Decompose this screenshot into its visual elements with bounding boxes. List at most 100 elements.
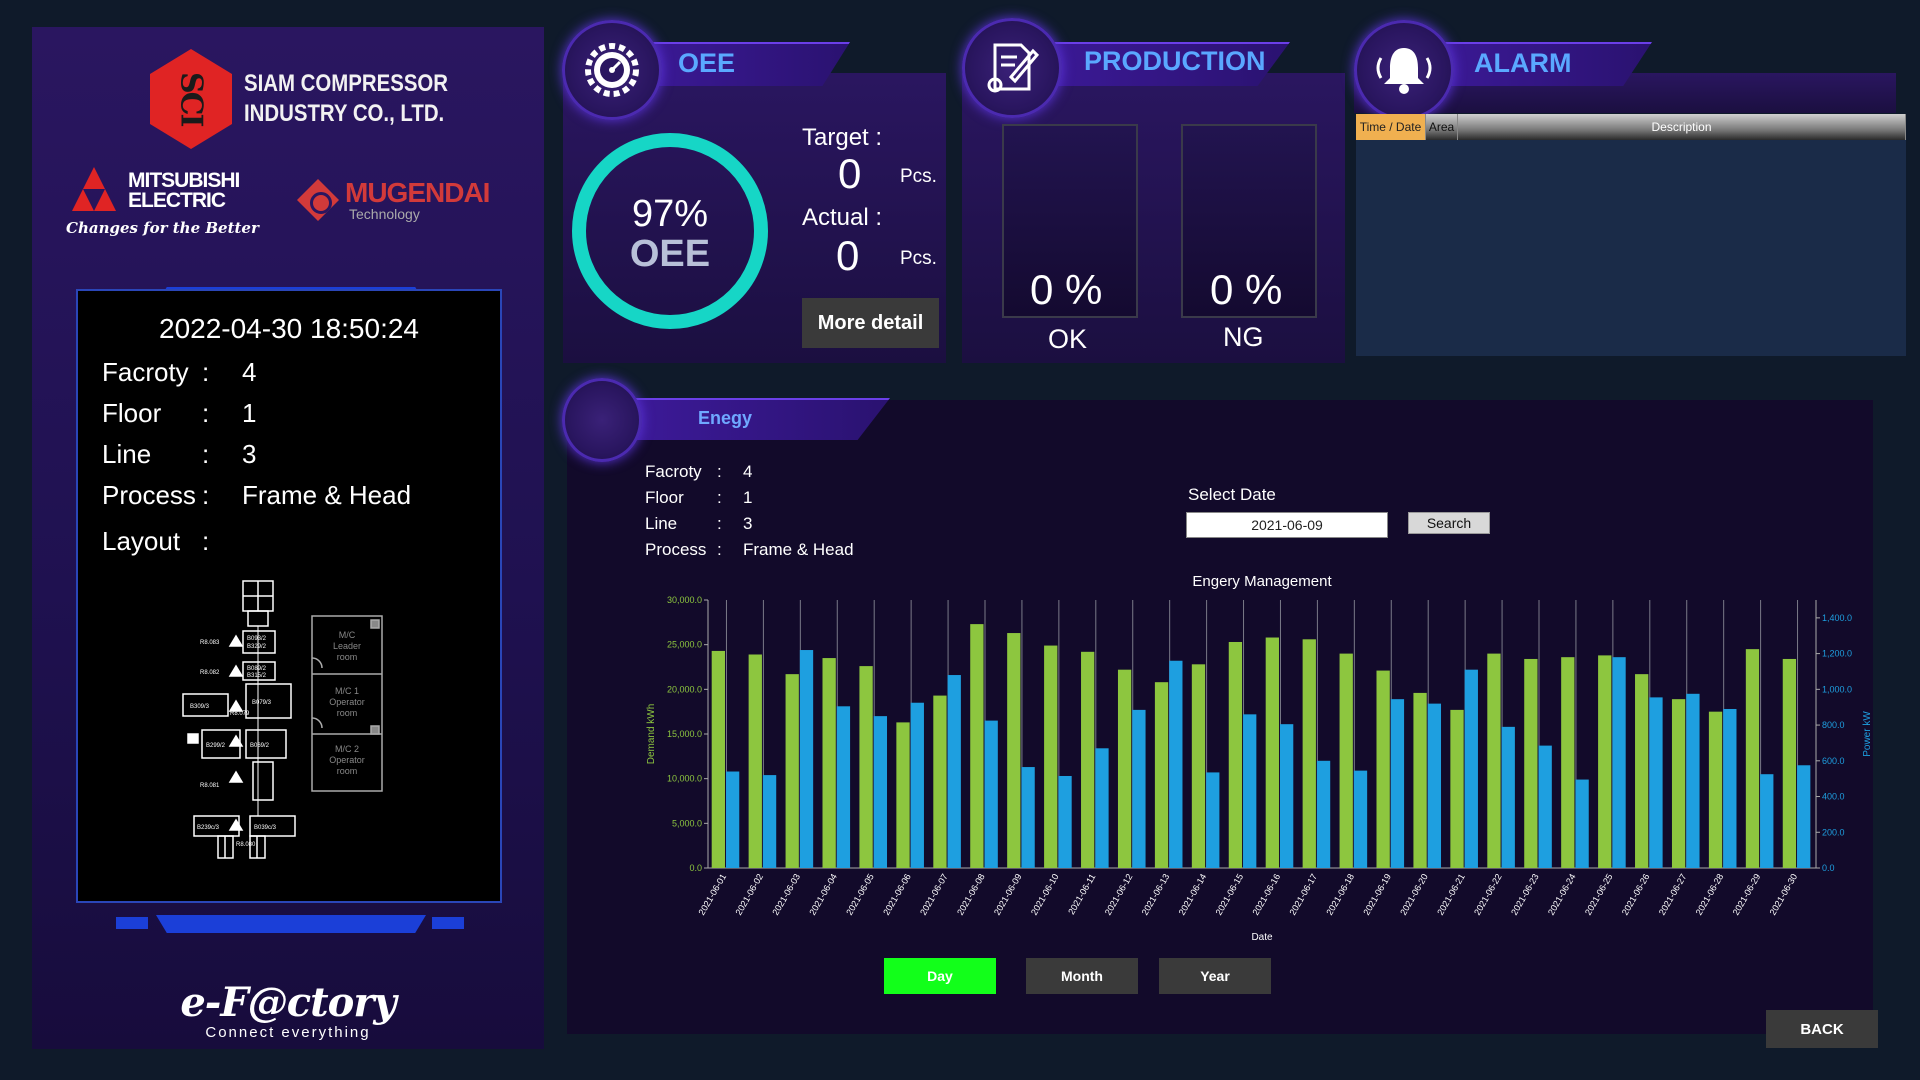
- line-value: 3: [242, 439, 257, 469]
- chart-y2-tick-label: 200.0: [1822, 827, 1845, 837]
- chart-x-tick-label: 2021-06-14: [1177, 872, 1209, 917]
- chart-bar-power: [1390, 699, 1405, 868]
- svg-text:Operator: Operator: [329, 755, 365, 765]
- chart-y-tick-label: 30,000.0: [667, 595, 702, 605]
- chart-x-tick-label: 2021-06-15: [1214, 872, 1246, 917]
- svg-text:B089/2: B089/2: [247, 666, 267, 672]
- energy-chart: Engery Management 0.0 5,000.0 10,000.0 15,00…: [640, 568, 1878, 946]
- chart-x-tick-label: 2021-06-02: [733, 872, 765, 917]
- chart-y2-tick-label: 0.0: [1822, 863, 1835, 873]
- location-info-box: 2022-04-30 18:50:24 Facroty:4 Floor:1 Li…: [76, 289, 502, 903]
- chart-bar-demand: [1561, 657, 1575, 868]
- chart-x-tick-label: 2021-06-25: [1583, 872, 1615, 917]
- chart-x-tick-label: 2021-06-19: [1361, 872, 1393, 917]
- range-day-button[interactable]: Day: [884, 958, 996, 994]
- chart-bar-power: [984, 720, 998, 868]
- svg-text:B239c/3: B239c/3: [197, 825, 220, 831]
- gauge-gear-icon: [585, 43, 639, 97]
- chart-bar-power: [1021, 767, 1035, 868]
- chart-y-tick-label: 0.0: [689, 863, 702, 873]
- chart-bar-demand: [933, 695, 947, 868]
- mitsubishi-diamonds-icon: [64, 167, 124, 215]
- mugendai-mark-icon: [297, 179, 339, 221]
- svg-text:B329/2: B329/2: [247, 644, 267, 650]
- chart-y2-tick-label: 400.0: [1822, 792, 1845, 802]
- info-row-process: Process: Frame & Head: [102, 480, 412, 510]
- chart-bar-power: [873, 716, 888, 868]
- oee-percent: 97%: [631, 193, 709, 235]
- alarm-table-header: Time / Date Area Description: [1356, 114, 1906, 140]
- chart-bar-demand: [1007, 633, 1021, 868]
- chart-bar-demand: [970, 624, 984, 868]
- svg-text:B069/2: B069/2: [250, 743, 270, 749]
- chart-bar-demand: [1339, 653, 1353, 868]
- chart-x-tick-label: 2021-06-12: [1103, 872, 1135, 917]
- chart-x-tick-label: 2021-06-26: [1620, 872, 1652, 917]
- chart-bar-power: [1095, 748, 1109, 868]
- chart-bar-demand: [1154, 682, 1169, 868]
- chart-bar-demand: [1413, 692, 1427, 868]
- date-input[interactable]: [1186, 512, 1388, 538]
- col-area[interactable]: Area: [1426, 114, 1458, 140]
- svg-text:M/C: M/C: [339, 630, 356, 640]
- process-value: Frame & Head: [242, 480, 412, 510]
- chart-bar-power: [762, 775, 777, 868]
- ok-label: OK: [1048, 324, 1088, 354]
- chart-bar-demand: [1302, 639, 1316, 868]
- efactory-logo-text: e-F@ctory: [180, 979, 396, 1026]
- svg-text:B315/2: B315/2: [247, 673, 267, 679]
- chart-bar-demand: [785, 674, 799, 868]
- svg-text:M/C 1: M/C 1: [335, 686, 359, 696]
- mitsubishi-line1: MITSUBISHI: [128, 169, 240, 192]
- chart-x-tick-label: 2021-06-05: [844, 872, 876, 917]
- alarm-table[interactable]: Time / Date Area Description: [1356, 114, 1906, 356]
- ng-box: [1181, 124, 1317, 318]
- search-button[interactable]: Search: [1408, 512, 1490, 534]
- chart-bar-demand: [1117, 669, 1132, 868]
- range-year-button[interactable]: Year: [1159, 958, 1271, 994]
- chart-x-tick-label: 2021-06-30: [1768, 872, 1800, 917]
- chart-bar-demand: [1228, 641, 1243, 868]
- back-button[interactable]: BACK: [1766, 1010, 1878, 1048]
- chart-x-label: Date: [1251, 932, 1273, 943]
- chart-x-tick-label: 2021-06-28: [1694, 872, 1726, 917]
- production-edit-icon: [987, 43, 1040, 93]
- svg-text:room: room: [337, 652, 358, 662]
- chart-x-tick-label: 2021-06-11: [1066, 872, 1097, 916]
- chart-y2-tick-label: 1,400.0: [1822, 613, 1852, 623]
- chart-x-tick-label: 2021-06-20: [1398, 872, 1430, 917]
- chart-x-tick-label: 2021-06-24: [1546, 872, 1578, 917]
- chart-bar-power: [799, 650, 814, 868]
- range-month-button[interactable]: Month: [1026, 958, 1138, 994]
- svg-text:Operator: Operator: [329, 697, 365, 707]
- energy-chart-svg: Engery Management 0.0 5,000.0 10,000.0 15,00…: [646, 573, 1873, 943]
- svg-text:R8.082: R8.082: [200, 670, 220, 676]
- svg-text:room: room: [337, 708, 358, 718]
- chart-bar-power: [1797, 765, 1811, 868]
- svg-text:R8.083: R8.083: [200, 640, 220, 646]
- production-badge: [962, 18, 1062, 118]
- chart-bar-power: [1279, 724, 1294, 868]
- chart-bar-power: [1206, 772, 1220, 868]
- col-time-date[interactable]: Time / Date: [1356, 114, 1426, 140]
- chart-bar-power: [725, 771, 740, 868]
- info-row-factory: Facroty:4: [102, 357, 257, 387]
- chart-x-tick-label: 2021-06-27: [1657, 872, 1689, 917]
- chart-bar-demand: [1745, 649, 1760, 868]
- company-name-line1: SIAM COMPRESSOR: [244, 70, 449, 97]
- company-name-line2: INDUSTRY CO., LTD.: [244, 100, 445, 127]
- mugendai-logo: MUGENDAI Technology: [297, 179, 490, 221]
- efactory-sub: Connect everything: [205, 1024, 371, 1041]
- more-detail-button[interactable]: More detail: [802, 298, 939, 348]
- chart-x-tick-label: 2021-06-16: [1251, 872, 1283, 917]
- chart-x-tick-label: 2021-06-10: [1029, 872, 1061, 917]
- chart-bar-power: [836, 706, 851, 868]
- chart-y-label: Demand kWh: [646, 704, 657, 765]
- floor-value: 1: [242, 398, 257, 428]
- chart-bar-power: [1353, 770, 1368, 868]
- col-description[interactable]: Description: [1458, 114, 1906, 140]
- chart-x-tick-label: 2021-06-09: [992, 872, 1024, 917]
- chart-y-tick-label: 25,000.0: [667, 640, 702, 650]
- actual-value: 0: [836, 232, 860, 279]
- chart-bar-power: [1464, 669, 1478, 868]
